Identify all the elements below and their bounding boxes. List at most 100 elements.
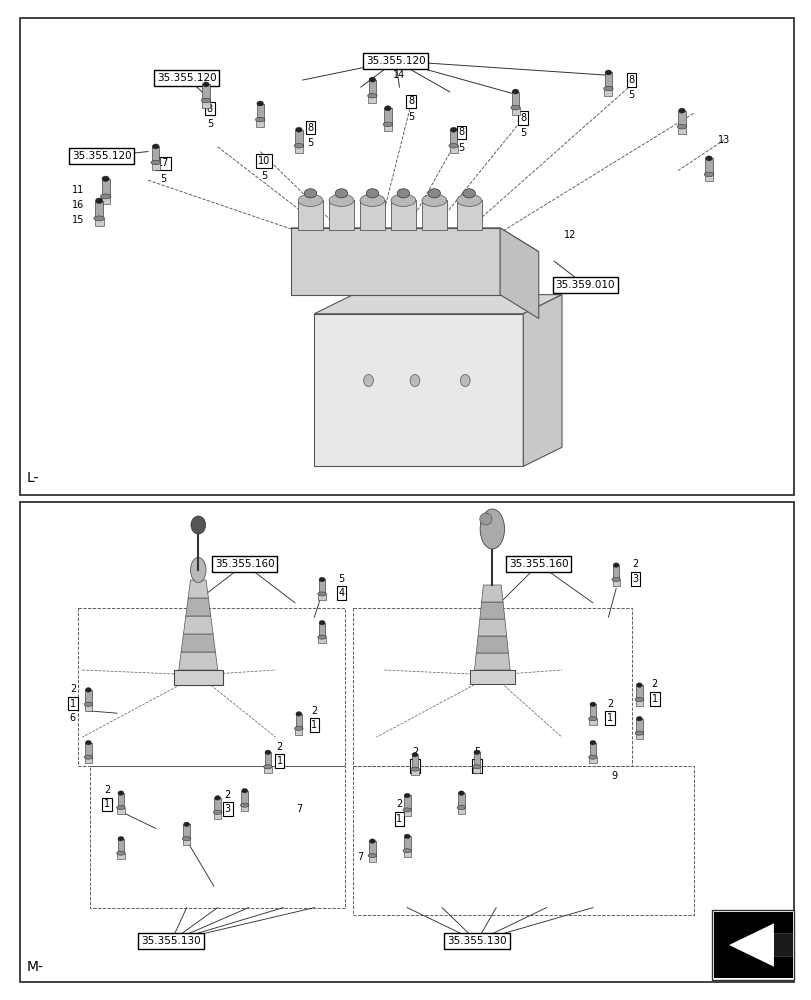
Bar bbox=[711, 910, 793, 980]
Polygon shape bbox=[314, 295, 561, 314]
Text: 5: 5 bbox=[407, 112, 414, 122]
Bar bbox=[705, 158, 712, 175]
Ellipse shape bbox=[201, 98, 211, 103]
Polygon shape bbox=[178, 652, 217, 670]
Text: 2: 2 bbox=[411, 747, 418, 757]
Ellipse shape bbox=[448, 144, 458, 148]
Bar bbox=[511, 108, 519, 115]
Text: 2: 2 bbox=[632, 559, 637, 569]
Text: 35.355.160: 35.355.160 bbox=[508, 559, 568, 569]
Bar bbox=[368, 80, 375, 96]
Ellipse shape bbox=[240, 803, 249, 807]
Bar bbox=[470, 670, 514, 684]
Bar bbox=[183, 824, 190, 839]
Ellipse shape bbox=[457, 806, 465, 810]
Bar bbox=[713, 912, 792, 978]
Text: 5: 5 bbox=[260, 171, 267, 181]
Bar bbox=[704, 174, 712, 181]
Bar bbox=[101, 196, 110, 204]
Polygon shape bbox=[186, 598, 211, 616]
Text: 2: 2 bbox=[104, 785, 110, 795]
Polygon shape bbox=[188, 580, 208, 598]
Text: 7: 7 bbox=[357, 852, 363, 862]
Ellipse shape bbox=[328, 194, 354, 206]
Ellipse shape bbox=[479, 513, 491, 525]
Text: 1: 1 bbox=[411, 761, 418, 771]
Bar bbox=[611, 580, 619, 586]
Bar bbox=[152, 146, 159, 163]
Ellipse shape bbox=[151, 160, 161, 165]
Ellipse shape bbox=[102, 176, 109, 181]
Ellipse shape bbox=[94, 216, 104, 221]
Ellipse shape bbox=[366, 189, 378, 198]
Ellipse shape bbox=[295, 127, 302, 132]
Text: 15: 15 bbox=[72, 215, 84, 225]
Ellipse shape bbox=[411, 752, 418, 757]
Bar bbox=[589, 757, 596, 763]
Polygon shape bbox=[291, 228, 500, 295]
Polygon shape bbox=[479, 602, 504, 619]
Ellipse shape bbox=[214, 796, 221, 800]
Bar bbox=[511, 92, 518, 108]
Bar bbox=[457, 793, 464, 808]
Bar bbox=[95, 218, 104, 226]
Text: 2: 2 bbox=[276, 742, 282, 752]
Bar bbox=[118, 839, 124, 854]
Ellipse shape bbox=[474, 750, 479, 755]
Ellipse shape bbox=[404, 793, 410, 798]
Polygon shape bbox=[522, 295, 561, 466]
Bar bbox=[403, 795, 410, 810]
Bar bbox=[456, 200, 481, 230]
Ellipse shape bbox=[182, 837, 191, 841]
Text: 8: 8 bbox=[307, 123, 313, 133]
Ellipse shape bbox=[590, 740, 595, 745]
Ellipse shape bbox=[84, 702, 92, 706]
Text: 8: 8 bbox=[407, 96, 414, 106]
Ellipse shape bbox=[590, 702, 595, 707]
Ellipse shape bbox=[636, 683, 642, 687]
Text: L-: L- bbox=[27, 471, 39, 485]
Ellipse shape bbox=[456, 194, 481, 206]
Ellipse shape bbox=[369, 839, 375, 843]
Bar bbox=[635, 685, 642, 700]
Ellipse shape bbox=[117, 851, 125, 855]
Ellipse shape bbox=[256, 101, 263, 106]
Bar bbox=[403, 851, 410, 857]
Ellipse shape bbox=[611, 578, 620, 582]
Bar bbox=[589, 743, 595, 758]
Bar bbox=[118, 793, 124, 808]
Ellipse shape bbox=[242, 788, 247, 793]
Text: 35.355.130: 35.355.130 bbox=[447, 936, 506, 946]
Ellipse shape bbox=[402, 808, 411, 812]
Ellipse shape bbox=[298, 194, 323, 206]
Ellipse shape bbox=[335, 189, 347, 198]
Bar bbox=[449, 130, 457, 146]
Bar bbox=[202, 100, 210, 108]
Bar bbox=[390, 200, 415, 230]
Text: 4: 4 bbox=[338, 588, 344, 598]
Ellipse shape bbox=[319, 620, 324, 625]
Bar bbox=[214, 798, 221, 813]
Ellipse shape bbox=[294, 144, 303, 148]
Ellipse shape bbox=[96, 198, 103, 203]
Text: 8: 8 bbox=[457, 127, 464, 137]
Bar bbox=[604, 72, 611, 89]
Text: 7: 7 bbox=[295, 804, 302, 814]
Bar bbox=[295, 130, 303, 146]
Ellipse shape bbox=[450, 127, 457, 132]
Ellipse shape bbox=[479, 509, 504, 549]
Bar bbox=[294, 146, 303, 153]
Ellipse shape bbox=[85, 688, 92, 692]
Ellipse shape bbox=[317, 592, 326, 596]
Ellipse shape bbox=[472, 765, 481, 769]
Bar bbox=[202, 84, 209, 101]
Ellipse shape bbox=[422, 194, 446, 206]
Polygon shape bbox=[476, 636, 508, 653]
Ellipse shape bbox=[404, 834, 410, 839]
Text: 9: 9 bbox=[611, 771, 617, 781]
Text: 1: 1 bbox=[104, 799, 110, 809]
Polygon shape bbox=[481, 585, 503, 602]
Ellipse shape bbox=[397, 189, 409, 198]
Text: 10: 10 bbox=[258, 156, 270, 166]
Ellipse shape bbox=[390, 194, 415, 206]
